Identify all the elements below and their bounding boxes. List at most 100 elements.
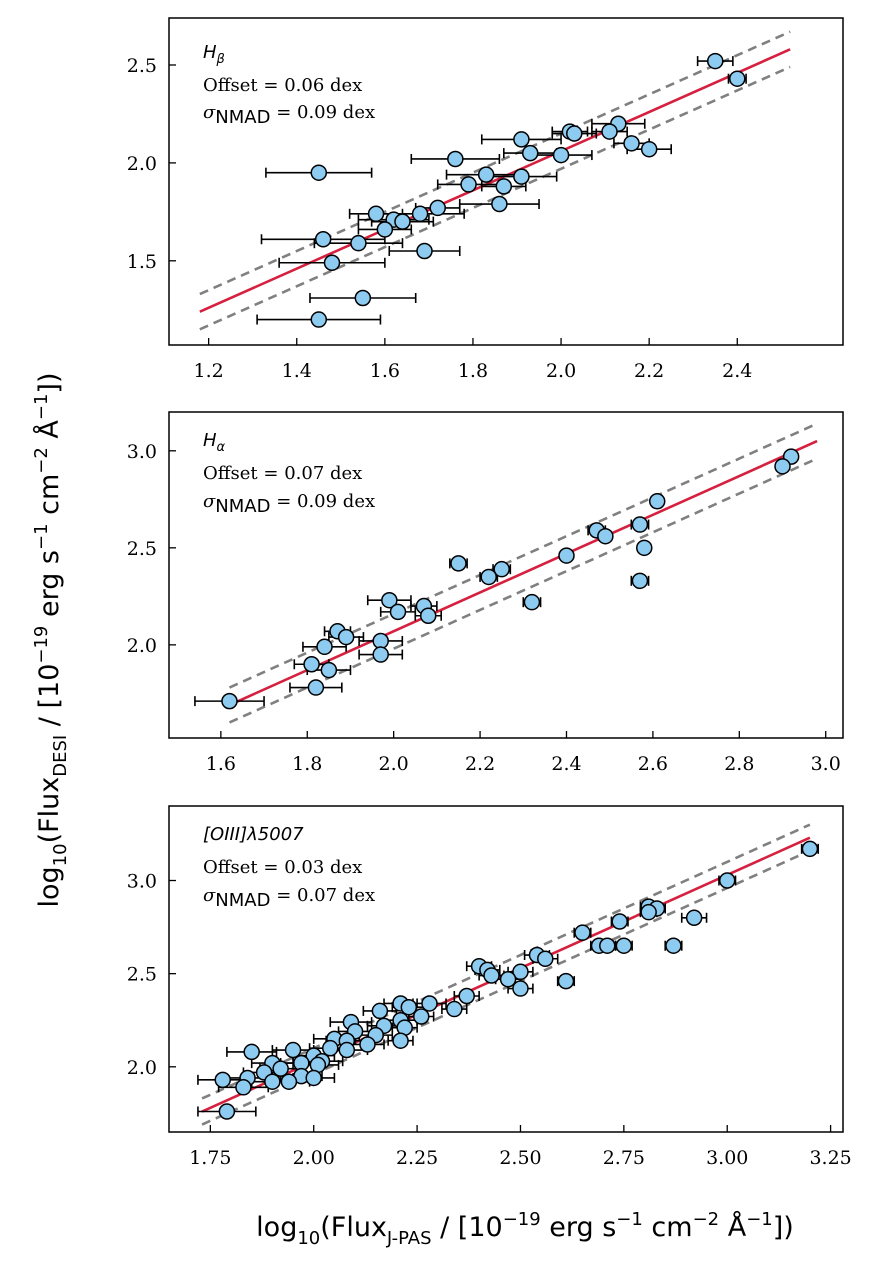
data-point: [480, 568, 497, 586]
x-tick-label: 3.0: [811, 753, 841, 775]
x-tick-label: 2.4: [722, 360, 752, 382]
panel-data-layer: [194, 422, 818, 724]
data-point: [574, 924, 591, 941]
data-point: [303, 656, 320, 673]
data-point: [521, 144, 539, 162]
data-point: [354, 289, 372, 307]
data-point: [416, 242, 433, 260]
hbeta-offset: Offset = 0.06 dex: [203, 75, 362, 96]
upper-scatter-line: [201, 823, 811, 1100]
data-point: [460, 176, 477, 193]
data-point: [372, 646, 389, 663]
data-point: [718, 872, 736, 889]
x-tick-label: 1.8: [292, 753, 322, 775]
x-tick-label: 3.00: [706, 1147, 748, 1169]
data-point: [597, 527, 614, 545]
x-axis-label: log10(FluxJ-PAS / [10−19 erg s−1 cm−2 Å−…: [256, 1209, 794, 1249]
plot-layer: 1.2 1.4 1.6 1.8 2.0 2.2 2.4 1.5 2.0 2.5 1.6 1.8 2.0 2…: [127, 17, 852, 1169]
y-axis-label: log10(FluxDESI / [10−19 erg s−1 cm−2 Å−1…: [31, 373, 71, 908]
data-point: [350, 234, 367, 252]
x-tick-label: 2.0: [379, 753, 409, 775]
data-point: [218, 1103, 236, 1120]
panel-hbeta-annotation: Hβ Offset = 0.06 dex σNMAD = 0.09 dex: [203, 42, 375, 128]
data-point: [566, 125, 583, 142]
data-point: [513, 168, 530, 185]
panel-oiii-annotation: [OIII]λ5007 Offset = 0.03 dex σNMAD = 0.…: [203, 824, 375, 911]
data-point: [801, 840, 819, 858]
panel-halpha-annotation: Hα Offset = 0.07 dex σNMAD = 0.09 dex: [203, 430, 375, 517]
oiii-line-name: [OIII]λ5007: [203, 824, 304, 845]
x-tick-label: 2.2: [465, 753, 495, 775]
data-point: [316, 638, 333, 656]
y-tick-label: 2.5: [127, 538, 157, 560]
axes-frame: [168, 17, 844, 346]
data-point: [284, 1041, 302, 1059]
data-point: [392, 1032, 409, 1049]
data-point: [264, 1073, 281, 1090]
data-point: [729, 70, 746, 87]
data-point: [499, 970, 517, 988]
lower-scatter-line: [228, 457, 818, 724]
data-point: [640, 140, 658, 158]
data-point: [636, 539, 653, 557]
panel-oiii: 1.75 2.00 2.25 2.50 2.75 3.00 3.25 2.0 2.5 3.0: [127, 805, 852, 1169]
x-tick-label: 2.00: [293, 1147, 335, 1169]
data-point: [419, 607, 437, 624]
axes-frame: [168, 805, 844, 1133]
data-point: [272, 1060, 289, 1077]
data-point: [337, 628, 355, 646]
x-tick-label: 2.0: [546, 360, 576, 382]
hbeta-line-name: Hβ: [203, 42, 225, 67]
data-point: [493, 560, 510, 578]
data-point: [599, 937, 616, 954]
data-point: [221, 692, 238, 710]
halpha-offset: Offset = 0.07 dex: [203, 463, 362, 484]
oiii-sigma: σNMAD = 0.07 dex: [203, 885, 375, 911]
panel-data-layer: [199, 30, 791, 331]
data-point: [235, 1079, 252, 1096]
data-point: [411, 205, 429, 223]
data-point: [243, 1043, 260, 1061]
halpha-line-name: Hα: [203, 430, 226, 455]
data-point: [367, 205, 385, 223]
data-point: [558, 547, 575, 564]
y-tick-label: 2.5: [127, 55, 157, 77]
data-point: [537, 950, 554, 968]
data-point: [512, 963, 529, 981]
data-point: [359, 1036, 376, 1053]
data-point: [491, 195, 508, 213]
data-point: [421, 995, 438, 1012]
data-point: [310, 311, 328, 328]
data-point: [611, 913, 628, 930]
panel-data-layer: [197, 823, 819, 1126]
y-tick-label: 3.0: [127, 871, 157, 893]
x-tick-label: 2.2: [634, 360, 664, 382]
y-tick-label: 2.0: [127, 1057, 157, 1079]
panel-hbeta: 1.2 1.4 1.6 1.8 2.0 2.2 2.4 1.5 2.0 2.5: [127, 17, 844, 382]
x-tick-label: 1.6: [206, 753, 236, 775]
x-tick-label: 2.6: [638, 753, 668, 775]
x-tick-label: 2.75: [603, 1147, 645, 1169]
y-tick-label: 2.5: [127, 964, 157, 986]
data-point: [450, 555, 467, 572]
x-tick-label: 1.6: [370, 360, 400, 382]
data-point: [495, 178, 513, 195]
y-tick-label: 2.0: [127, 635, 157, 657]
data-point: [601, 123, 618, 140]
data-point: [314, 231, 332, 248]
data-point: [376, 221, 394, 238]
y-tick-label: 1.5: [127, 251, 157, 273]
data-point: [320, 661, 338, 679]
x-tick-label: 2.25: [396, 1147, 438, 1169]
axes-frame: [168, 411, 844, 739]
data-point: [310, 164, 328, 181]
data-point: [477, 166, 495, 183]
data-point: [513, 131, 530, 148]
y-tick-label: 2.0: [127, 153, 157, 175]
data-point: [640, 903, 657, 921]
x-tick-label: 1.4: [282, 360, 312, 382]
x-tick-label: 2.4: [551, 753, 581, 775]
y-tick-label: 3.0: [127, 441, 157, 463]
data-point: [512, 980, 529, 997]
